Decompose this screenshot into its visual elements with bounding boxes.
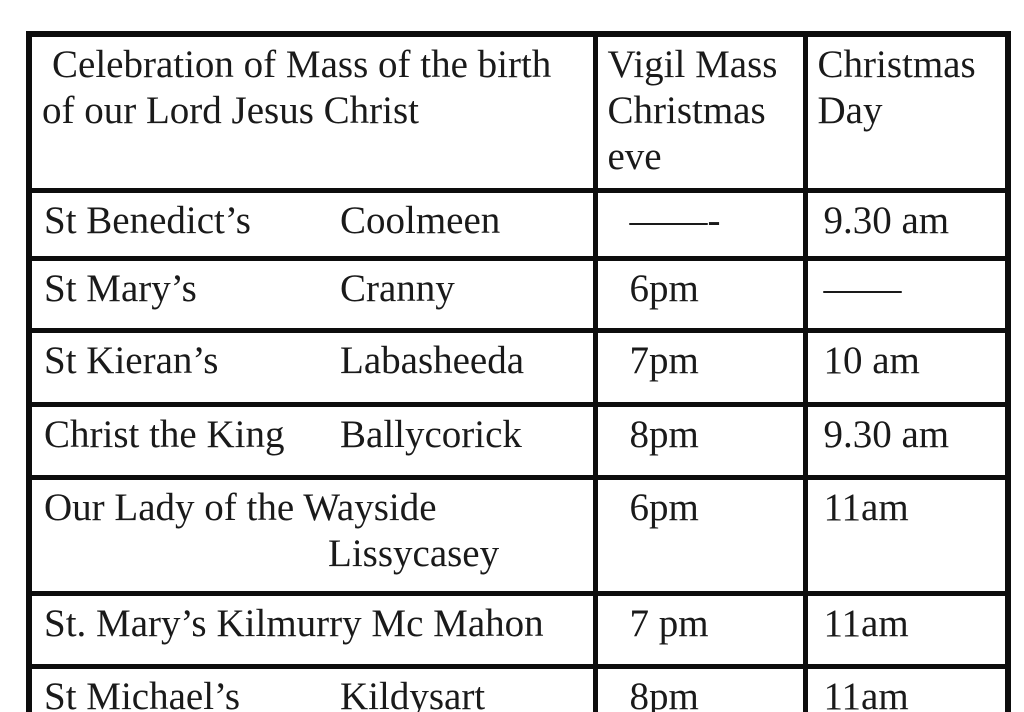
church-cell: St Kieran’s Labasheeda: [26, 328, 598, 407]
table-row: St Michael’s Kildysart 8pm 11am: [26, 664, 1011, 712]
church-cell: St. Mary’s Kilmurry Mc Mahon: [26, 591, 598, 669]
vigil-time: ——-: [592, 188, 808, 261]
church-cell: Christ the King Ballycorick: [26, 402, 598, 480]
day-time: ——: [802, 256, 1011, 333]
day-time: 9.30 am: [802, 402, 1011, 480]
vigil-time: 6pm: [592, 256, 808, 333]
church-cell: St Benedict’s Coolmeen: [26, 188, 598, 261]
header-celebration: Celebration of Mass of the birth of our …: [26, 31, 598, 193]
header-christmas-day: Christmas Day: [802, 31, 1011, 193]
table-row: Our Lady of the Wayside Lissycasey 6pm 11…: [26, 475, 1011, 596]
place-name: Labasheeda: [340, 339, 525, 382]
table-row: St Mary’s Cranny 6pm ——: [26, 256, 1011, 333]
church-name: Our Lady of the Wayside: [44, 486, 437, 529]
vigil-time: 6pm: [592, 475, 808, 596]
church-name: St. Mary’s: [44, 602, 207, 645]
day-time: 10 am: [802, 328, 1011, 407]
vigil-time: 7pm: [592, 328, 808, 407]
church-name: St Michael’s: [44, 675, 241, 712]
table-row: Christ the King Ballycorick 8pm 9.30 am: [26, 402, 1011, 480]
church-name: St Benedict’s: [44, 199, 251, 242]
vigil-time: 8pm: [592, 402, 808, 480]
place-name: Lissycasey: [328, 532, 500, 576]
church-cell: St Mary’s Cranny: [26, 256, 598, 333]
day-time: 9.30 am: [802, 188, 1011, 261]
church-cell: St Michael’s Kildysart: [26, 664, 598, 712]
church-cell: Our Lady of the Wayside Lissycasey: [26, 475, 598, 596]
table-row: St Kieran’s Labasheeda 7pm 10 am: [26, 328, 1011, 407]
church-name: Christ the King: [44, 413, 285, 456]
place-name: Ballycorick: [340, 413, 522, 456]
day-time: 11am: [802, 475, 1011, 596]
vigil-time: 7 pm: [592, 591, 808, 669]
header-row: Celebration of Mass of the birth of our …: [26, 31, 1011, 193]
day-time: 11am: [802, 664, 1011, 712]
header-vigil-mass: Vigil Mass Christmas eve: [592, 31, 808, 193]
mass-schedule-table: Celebration of Mass of the birth of our …: [26, 31, 1011, 712]
table-row: St Benedict’s Coolmeen ——- 9.30 am: [26, 188, 1011, 261]
place-name: Kildysart: [340, 675, 486, 712]
place-name: Coolmeen: [340, 199, 501, 242]
place-name: Cranny: [340, 267, 455, 310]
church-name: St Mary’s: [44, 267, 197, 310]
day-time: 11am: [802, 591, 1011, 669]
table-row: St. Mary’s Kilmurry Mc Mahon 7 pm 11am: [26, 591, 1011, 669]
church-name: St Kieran’s: [44, 339, 219, 382]
vigil-time: 8pm: [592, 664, 808, 712]
place-name: Kilmurry Mc Mahon: [216, 602, 544, 645]
